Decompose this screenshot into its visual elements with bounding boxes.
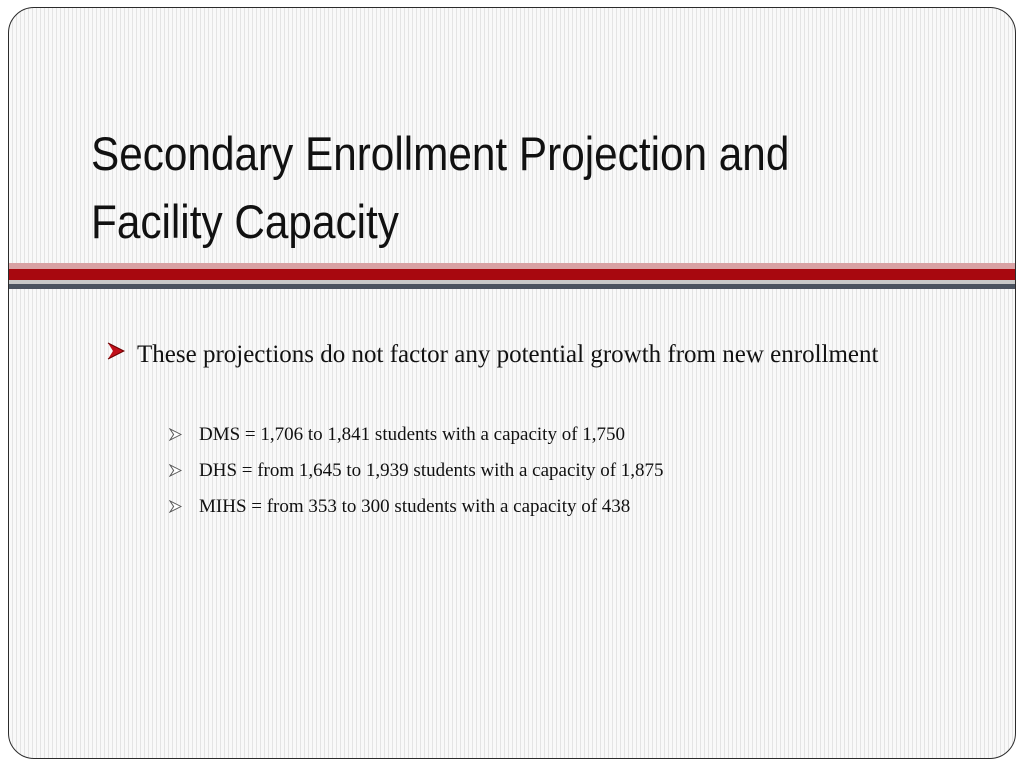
slide-body: These projections do not factor any pote… [9, 8, 1015, 758]
sub-bullet-text: DMS = 1,706 to 1,841 students with a cap… [199, 424, 626, 445]
sub-bullet-dms: DMS = 1,706 to 1,841 students with a cap… [169, 423, 929, 459]
sub-bullet-dhs: DHS = from 1,645 to 1,939 students with … [169, 459, 929, 495]
arrow-bullet-icon [107, 342, 125, 360]
sub-bullet-text: MIHS = from 353 to 300 students with a c… [199, 496, 631, 517]
title-divider-band [9, 263, 1015, 290]
divider-gray-stripe [9, 280, 1015, 284]
sub-bullet-mihs: MIHS = from 353 to 300 students with a c… [169, 495, 929, 531]
arrow-bullet-icon [169, 464, 182, 477]
divider-slate-stripe [9, 284, 1015, 289]
sub-bullet-text: DHS = from 1,645 to 1,939 students with … [199, 460, 664, 481]
bullet-text: These projections do not factor any pote… [137, 341, 879, 368]
divider-red-stripe [9, 269, 1015, 280]
slide-title: Secondary Enrollment Projection and Faci… [91, 127, 790, 248]
slide: Secondary Enrollment Projection and Faci… [8, 7, 1016, 759]
arrow-bullet-icon [169, 500, 182, 513]
arrow-bullet-icon [169, 428, 182, 441]
divider-pink-stripe [9, 263, 1015, 269]
